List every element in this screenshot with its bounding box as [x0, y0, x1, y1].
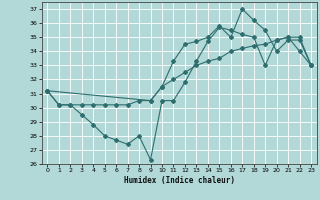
X-axis label: Humidex (Indice chaleur): Humidex (Indice chaleur) — [124, 176, 235, 185]
